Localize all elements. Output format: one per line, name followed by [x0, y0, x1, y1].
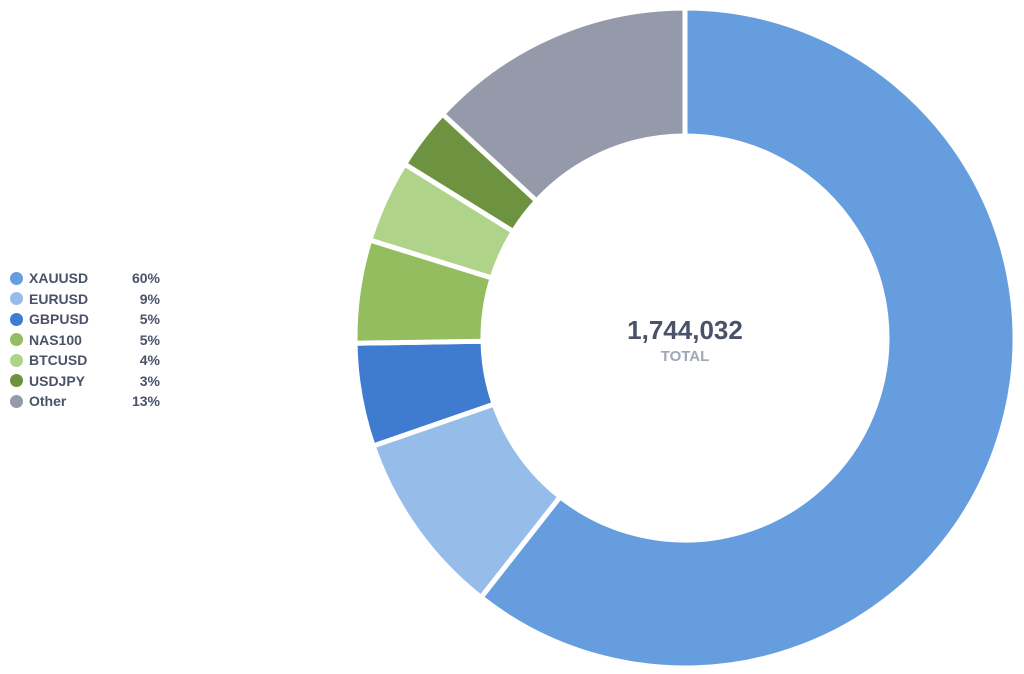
legend-swatch-nas100	[10, 333, 23, 347]
legend-swatch-other	[10, 394, 23, 408]
legend-swatch-usdjpy	[10, 374, 23, 388]
legend-label-nas100: NAS100	[29, 331, 82, 348]
legend-item-nas100[interactable]: NAS100 5%	[10, 330, 160, 351]
donut-slices	[352, 5, 1018, 671]
legend-item-btcusd[interactable]: BTCUSD 4%	[10, 350, 160, 371]
legend-swatch-eurusd	[10, 292, 23, 306]
legend-label-gbpusd: GBPUSD	[29, 311, 89, 328]
legend-value-other: 13%	[131, 393, 160, 410]
legend-item-gbpusd[interactable]: GBPUSD 5%	[10, 309, 160, 330]
center-total-caption: TOTAL	[661, 348, 710, 365]
legend-value-xauusd: 60%	[131, 270, 160, 287]
chart-legend: XAUUSD 60% EURUSD 9% GBPUSD 5% NAS100 5%…	[10, 268, 160, 412]
legend-swatch-btcusd	[10, 353, 23, 367]
legend-value-eurusd: 9%	[139, 290, 160, 307]
legend-label-usdjpy: USDJPY	[29, 372, 86, 389]
legend-label-xauusd: XAUUSD	[29, 270, 89, 287]
legend-swatch-gbpusd	[10, 312, 23, 326]
legend-swatch-xauusd	[10, 271, 23, 285]
legend-label-eurusd: EURUSD	[29, 290, 89, 307]
legend-item-xauusd[interactable]: XAUUSD 60%	[10, 268, 160, 289]
legend-value-btcusd: 4%	[139, 352, 160, 369]
legend-value-gbpusd: 5%	[139, 311, 160, 328]
legend-label-other: Other	[29, 393, 67, 410]
legend-label-btcusd: BTCUSD	[29, 352, 88, 369]
center-total-value: 1,744,032	[627, 315, 743, 345]
legend-item-other[interactable]: Other 13%	[10, 391, 160, 412]
legend-item-usdjpy[interactable]: USDJPY 3%	[10, 371, 160, 392]
legend-value-nas100: 5%	[139, 331, 160, 348]
legend-value-usdjpy: 3%	[139, 372, 160, 389]
legend-item-eurusd[interactable]: EURUSD 9%	[10, 289, 160, 310]
slice-other[interactable]	[439, 5, 688, 205]
slice-xauusd[interactable]	[477, 5, 1018, 671]
